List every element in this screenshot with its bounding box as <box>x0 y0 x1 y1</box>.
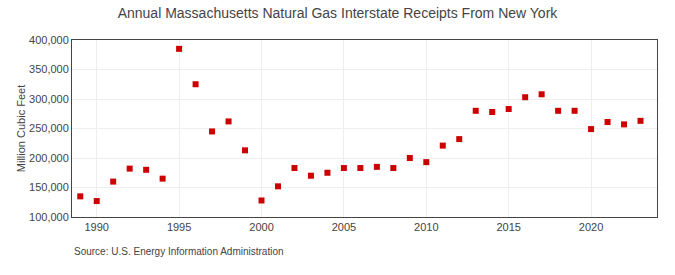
svg-text:400,000: 400,000 <box>29 34 69 46</box>
svg-text:300,000: 300,000 <box>29 93 69 105</box>
svg-text:Source: U.S. Energy Informatio: Source: U.S. Energy Information Administ… <box>74 246 284 257</box>
svg-text:2015: 2015 <box>496 221 520 233</box>
svg-text:2000: 2000 <box>249 221 273 233</box>
svg-text:250,000: 250,000 <box>29 122 69 134</box>
svg-text:2005: 2005 <box>332 221 356 233</box>
svg-text:200,000: 200,000 <box>29 152 69 164</box>
svg-text:Million Cubic Feet: Million Cubic Feet <box>15 85 27 172</box>
svg-text:1990: 1990 <box>84 221 108 233</box>
svg-text:2020: 2020 <box>579 221 603 233</box>
svg-text:150,000: 150,000 <box>29 181 69 193</box>
svg-text:Annual Massachusetts Natural G: Annual Massachusetts Natural Gas Interst… <box>118 5 559 21</box>
svg-text:2010: 2010 <box>414 221 438 233</box>
svg-text:100,000: 100,000 <box>29 211 69 223</box>
svg-text:1995: 1995 <box>167 221 191 233</box>
svg-text:350,000: 350,000 <box>29 63 69 75</box>
